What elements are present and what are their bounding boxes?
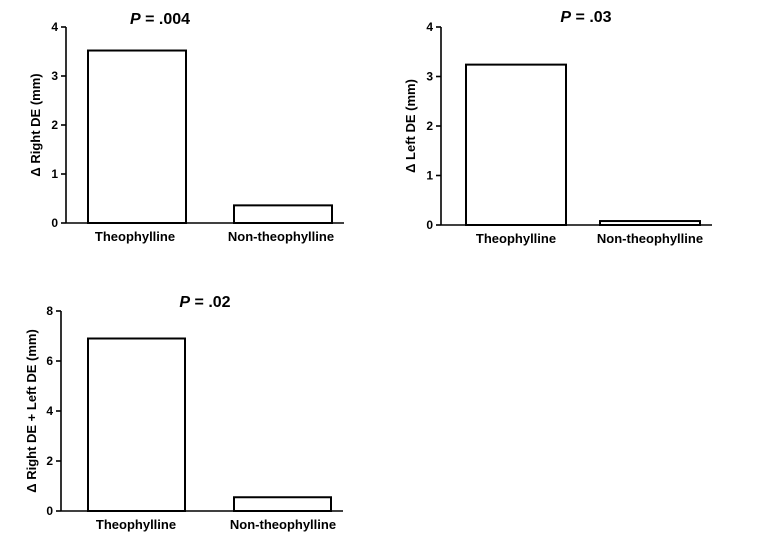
panel-2-category-label: Theophylline xyxy=(476,231,556,246)
panel-1-title: P = .004 xyxy=(130,11,190,28)
panel-2-title-p: P xyxy=(560,9,571,26)
panel-3-y-tick-label: 0 xyxy=(46,504,53,518)
panel-3-y-tick-label: 6 xyxy=(46,354,53,368)
panel-2-y-tick-label: 1 xyxy=(426,169,433,183)
panel-2-title-value: = .03 xyxy=(571,9,612,26)
panel-1-y-tick-label: 1 xyxy=(51,167,58,181)
panel-2-title: P = .03 xyxy=(560,9,611,26)
panel-2-y-tick-label: 4 xyxy=(426,20,433,34)
panel-3-bar-non-theophylline xyxy=(233,496,332,512)
panel-1-title-value: = .004 xyxy=(141,11,190,28)
panel-2-bar-theophylline xyxy=(465,63,567,227)
panel-3-y-tick-label: 4 xyxy=(46,404,53,418)
panel-1-y-axis-label: Δ Right DE (mm) xyxy=(28,73,43,176)
panel-1-y-tick-label: 3 xyxy=(51,69,58,83)
panel-3-title-p: P xyxy=(179,294,190,311)
panel-2: P = .03 Δ Left DE (mm) 0 1 2 3 4 Theophylline No… xyxy=(403,9,712,246)
panel-1-category-label: Non-theophylline xyxy=(228,229,334,244)
panel-3-category-label: Non-theophylline xyxy=(230,517,336,532)
panel-1-category-label: Theophylline xyxy=(95,229,175,244)
panel-1-bar-theophylline xyxy=(87,49,187,224)
panel-3-y-tick-label: 2 xyxy=(46,454,53,468)
panel-3-y-tick-label: 8 xyxy=(46,304,53,318)
panel-3-bar-theophylline xyxy=(87,337,186,512)
panel-2-bar-non-theophylline xyxy=(599,220,701,226)
panel-3-title: P = .02 xyxy=(179,294,230,311)
panel-1-y-tick-label: 2 xyxy=(51,118,58,132)
panel-1-title-p: P xyxy=(130,11,141,28)
panel-1-y-tick-label: 4 xyxy=(51,20,58,34)
panel-3-y-axis-label: Δ Right DE + Left DE (mm) xyxy=(24,329,39,493)
panel-3: P = .02 Δ Right DE + Left DE (mm) 0 2 4 6 8 The… xyxy=(24,294,343,532)
panel-1: P = .004 Δ Right DE (mm) 0 1 2 3 4 Theophylline… xyxy=(28,11,344,244)
panel-1-bar-non-theophylline xyxy=(233,204,333,224)
panel-2-y-axis-label: Δ Left DE (mm) xyxy=(403,79,418,173)
panel-3-title-value: = .02 xyxy=(190,294,231,311)
panel-2-y-tick-label: 3 xyxy=(426,70,433,84)
panel-2-y-tick-label: 0 xyxy=(426,218,433,232)
panel-1-y-tick-label: 0 xyxy=(51,216,58,230)
panel-3-category-label: Theophylline xyxy=(96,517,176,532)
panel-2-category-label: Non-theophylline xyxy=(597,231,703,246)
panel-2-y-tick-label: 2 xyxy=(426,119,433,133)
